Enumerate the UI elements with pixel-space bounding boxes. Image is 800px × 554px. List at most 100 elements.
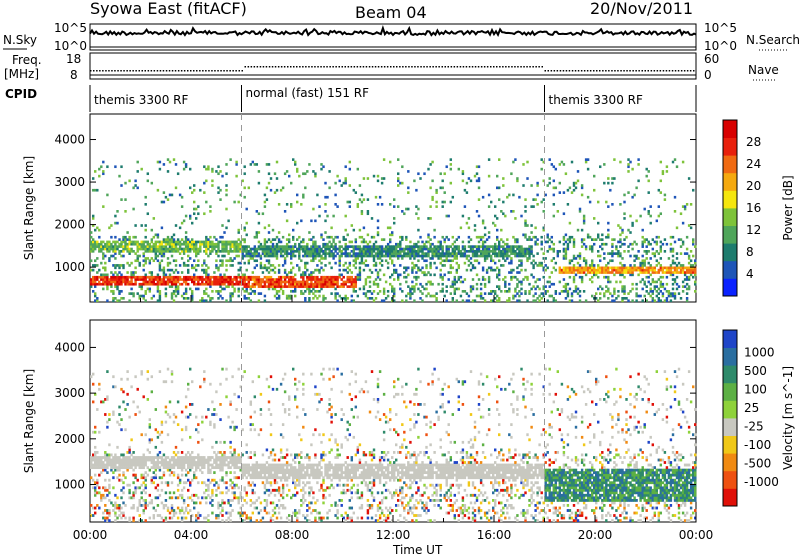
data-pixel bbox=[441, 252, 444, 255]
data-pixel bbox=[439, 257, 442, 260]
data-pixel bbox=[128, 247, 131, 251]
data-pixel bbox=[481, 275, 485, 279]
data-pixel bbox=[508, 271, 511, 274]
data-pixel bbox=[320, 282, 323, 286]
data-pixel bbox=[595, 271, 598, 274]
data-pixel bbox=[508, 287, 511, 291]
data-pixel bbox=[518, 195, 521, 199]
data-pixel bbox=[449, 254, 453, 258]
data-pixel bbox=[120, 297, 123, 300]
data-pixel bbox=[251, 257, 255, 260]
data-pixel bbox=[245, 278, 248, 281]
data-pixel bbox=[338, 275, 341, 279]
data-pixel bbox=[90, 282, 93, 286]
data-pixel bbox=[382, 287, 386, 291]
data-pixel bbox=[685, 266, 689, 270]
nave-dot bbox=[617, 70, 619, 72]
data-pixel bbox=[126, 483, 129, 487]
data-pixel bbox=[170, 496, 174, 500]
data-pixel bbox=[550, 163, 554, 166]
data-pixel bbox=[362, 247, 366, 251]
data-pixel bbox=[146, 287, 150, 291]
data-pixel bbox=[152, 242, 156, 246]
data-pixel bbox=[661, 170, 665, 173]
nave-dot bbox=[235, 70, 237, 72]
data-pixel bbox=[348, 240, 352, 244]
data-pixel bbox=[312, 259, 315, 263]
data-pixel bbox=[540, 158, 543, 161]
data-pixel bbox=[98, 456, 101, 459]
data-pixel bbox=[437, 245, 440, 248]
data-pixel bbox=[265, 275, 269, 279]
data-pixel bbox=[352, 252, 356, 255]
data-pixel bbox=[144, 491, 147, 495]
data-pixel bbox=[399, 287, 402, 291]
data-pixel bbox=[687, 278, 691, 281]
data-pixel bbox=[187, 466, 190, 470]
data-pixel bbox=[659, 264, 663, 267]
data-pixel bbox=[140, 504, 143, 507]
data-pixel bbox=[296, 280, 299, 284]
data-pixel bbox=[382, 292, 386, 295]
data-pixel bbox=[207, 294, 210, 298]
data-pixel bbox=[431, 254, 434, 258]
data-pixel bbox=[574, 266, 578, 270]
data-pixel bbox=[166, 367, 170, 371]
data-pixel bbox=[138, 282, 141, 286]
data-pixel bbox=[403, 252, 406, 255]
data-pixel bbox=[215, 170, 218, 173]
data-pixel bbox=[528, 245, 531, 248]
data-pixel bbox=[374, 195, 378, 199]
data-pixel bbox=[172, 451, 176, 454]
data-pixel bbox=[136, 292, 139, 295]
data-pixel bbox=[249, 252, 253, 255]
data-pixel bbox=[193, 473, 196, 477]
data-pixel bbox=[166, 433, 170, 437]
data-pixel bbox=[120, 428, 123, 432]
data-pixel bbox=[647, 266, 650, 270]
data-pixel bbox=[162, 254, 166, 258]
nave-dot bbox=[399, 66, 401, 68]
data-pixel bbox=[306, 242, 309, 246]
data-pixel bbox=[348, 167, 352, 171]
data-pixel bbox=[657, 214, 661, 218]
data-pixel bbox=[635, 282, 638, 286]
data-pixel bbox=[324, 264, 327, 267]
data-pixel bbox=[366, 250, 370, 253]
data-pixel bbox=[334, 193, 337, 197]
data-pixel bbox=[130, 287, 133, 291]
data-pixel bbox=[364, 254, 368, 258]
data-pixel bbox=[231, 285, 234, 288]
data-pixel bbox=[245, 233, 248, 237]
data-pixel bbox=[506, 247, 509, 251]
data-pixel bbox=[168, 250, 172, 253]
data-pixel bbox=[647, 292, 650, 295]
data-pixel bbox=[566, 282, 570, 286]
data-pixel bbox=[550, 235, 554, 239]
data-pixel bbox=[479, 282, 483, 286]
data-pixel bbox=[140, 370, 143, 374]
data-pixel bbox=[603, 266, 606, 270]
data-pixel bbox=[496, 174, 499, 178]
data-pixel bbox=[134, 473, 137, 477]
data-pixel bbox=[334, 245, 337, 248]
data-pixel bbox=[219, 285, 222, 288]
data-pixel bbox=[586, 268, 590, 272]
data-pixel bbox=[350, 250, 354, 253]
data-pixel bbox=[104, 456, 107, 459]
data-pixel bbox=[292, 254, 295, 258]
data-pixel bbox=[649, 242, 652, 246]
data-pixel bbox=[172, 233, 176, 237]
data-pixel bbox=[665, 275, 669, 279]
data-pixel bbox=[189, 217, 192, 220]
data-pixel bbox=[512, 193, 515, 197]
data-pixel bbox=[340, 278, 343, 281]
data-pixel bbox=[372, 247, 376, 251]
data-pixel bbox=[516, 179, 519, 183]
data-pixel bbox=[372, 282, 376, 286]
nave-dot bbox=[441, 66, 443, 68]
data-pixel bbox=[564, 290, 568, 293]
data-pixel bbox=[156, 282, 160, 286]
data-pixel bbox=[479, 287, 483, 291]
data-pixel bbox=[116, 461, 119, 464]
